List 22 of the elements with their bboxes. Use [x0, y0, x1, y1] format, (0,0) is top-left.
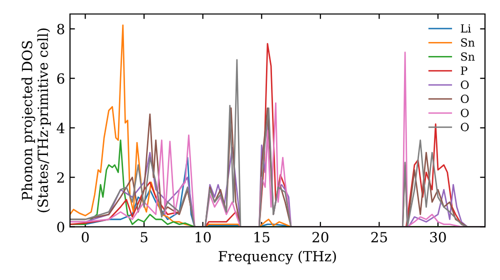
x-tick-label: 20	[312, 232, 328, 242]
x-tick-label: 0	[82, 232, 89, 242]
legend-label: Sn	[461, 38, 475, 47]
y-axis-title: Phonon projected DOS (States/THz·primitive cell)	[22, 28, 51, 212]
legend-label: O	[460, 122, 469, 132]
y-tick-label: 0	[57, 222, 64, 232]
x-tick-label: 30	[430, 232, 446, 242]
legend-label: Li	[460, 24, 471, 32]
y-tick-label: 6	[57, 73, 64, 84]
y-tick-label: 2	[57, 172, 64, 183]
x-axis-title: Frequency (THz)	[218, 250, 336, 264]
legend-label: O	[460, 108, 469, 118]
x-tick-label: 15	[254, 232, 270, 242]
legend-label: Sn	[461, 52, 475, 61]
legend-label: P	[460, 66, 468, 75]
y-tick-label: 8	[57, 24, 64, 34]
x-tick-label: 5	[140, 232, 148, 242]
legend-label: O	[460, 94, 469, 104]
legend-label: O	[460, 80, 469, 89]
y-tick-label: 4	[56, 122, 64, 134]
x-tick-label: 25	[371, 232, 387, 242]
x-tick-label: 10	[196, 232, 211, 242]
